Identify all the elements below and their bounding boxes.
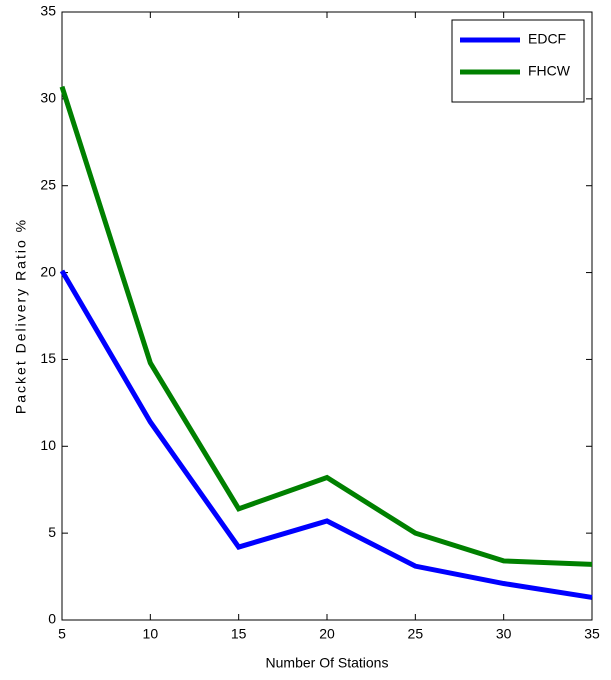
y-tick-label: 15 xyxy=(40,350,56,366)
x-tick-label: 35 xyxy=(584,626,600,642)
x-tick-label: 15 xyxy=(231,626,247,642)
y-axis-label: Packet Delivery Ratio % xyxy=(13,218,29,414)
x-tick-label: 10 xyxy=(143,626,159,642)
legend-label: EDCF xyxy=(528,31,566,47)
y-tick-label: 30 xyxy=(40,90,56,106)
y-tick-label: 10 xyxy=(40,437,56,453)
y-tick-label: 20 xyxy=(40,263,56,279)
y-tick-label: 25 xyxy=(40,176,56,192)
x-tick-label: 25 xyxy=(408,626,424,642)
y-tick-label: 0 xyxy=(48,611,56,627)
x-axis-label: Number Of Stations xyxy=(266,655,389,671)
x-tick-label: 30 xyxy=(496,626,512,642)
x-tick-label: 5 xyxy=(58,626,66,642)
x-tick-label: 20 xyxy=(319,626,335,642)
line xyxy=(59,85,593,567)
plot-frame xyxy=(61,11,593,621)
legend-label: FHCW xyxy=(528,63,571,79)
y-tick-label: 35 xyxy=(40,3,56,19)
line xyxy=(59,269,593,600)
legend-box xyxy=(451,19,585,103)
y-tick-label: 5 xyxy=(48,524,56,540)
